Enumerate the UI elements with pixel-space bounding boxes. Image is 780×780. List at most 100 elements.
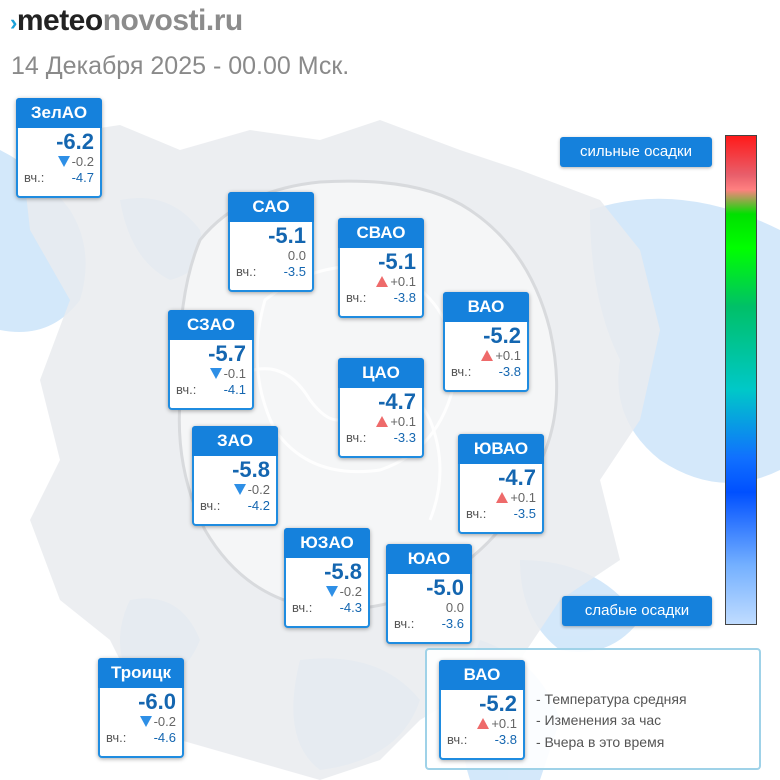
avg-temperature: -5.0 [426, 575, 464, 600]
yesterday-row: вч.: -4.3 [286, 600, 368, 616]
yesterday-temp: -4.2 [247, 498, 270, 513]
hourly-change-value: 0.0 [445, 600, 464, 615]
yesterday-label: вч.: [292, 600, 313, 615]
legend-line-avg-temp: - Температура средняя [536, 691, 687, 707]
hourly-change: +0.1 [445, 348, 527, 363]
district-card-szao[interactable]: СЗАО -5.7 -0.1 вч.: -4.1 [168, 310, 254, 410]
yesterday-row: вч.: -4.1 [170, 382, 252, 398]
district-name: Троицк [98, 658, 184, 688]
trend-up-icon [376, 416, 389, 427]
yesterday-label: вч.: [106, 730, 127, 745]
hourly-change-value: -0.2 [247, 482, 270, 497]
hourly-change: +0.1 [441, 716, 523, 731]
trend-down-icon [209, 368, 222, 379]
hourly-change-value: +0.1 [495, 348, 521, 363]
hourly-change-value: 0.0 [287, 248, 306, 263]
district-name: ЗАО [192, 426, 278, 456]
district-card-troitsk[interactable]: Троицк -6.0 -0.2 вч.: -4.6 [98, 658, 184, 758]
yesterday-row: вч.: -3.5 [230, 264, 312, 280]
hourly-change: +0.1 [340, 414, 422, 429]
yesterday-label: вч.: [451, 364, 472, 379]
yesterday-label: вч.: [200, 498, 221, 513]
district-name: ЗелАО [16, 98, 102, 128]
district-name: ЮЗАО [284, 528, 370, 558]
district-name: СЗАО [168, 310, 254, 340]
yesterday-row: вч.: -4.6 [100, 730, 182, 746]
district-card-yuvao[interactable]: ЮВАО -4.7 +0.1 вч.: -3.5 [458, 434, 544, 534]
trend-up-icon [496, 492, 509, 503]
hourly-change-value: -0.2 [339, 584, 362, 599]
yesterday-temp: -4.3 [339, 600, 362, 615]
avg-temperature: -5.1 [378, 249, 416, 274]
avg-temperature: -4.7 [378, 389, 416, 414]
district-name: ВАО [443, 292, 529, 322]
avg-temperature: -5.2 [479, 691, 517, 716]
weak-precip-label: слабые осадки [562, 596, 712, 626]
legend-line-hourly-change: - Изменения за час [536, 712, 662, 728]
yesterday-temp: -4.6 [153, 730, 176, 745]
district-card-zao[interactable]: ЗАО -5.8 -0.2 вч.: -4.2 [192, 426, 278, 526]
yesterday-temp: -3.3 [393, 430, 416, 445]
district-name: ЦАО [338, 358, 424, 388]
avg-temperature: -4.7 [498, 465, 536, 490]
yesterday-temp: -3.5 [513, 506, 536, 521]
hourly-change: -0.2 [194, 482, 276, 497]
hourly-change: 0.0 [230, 248, 312, 263]
avg-temperature: -6.2 [56, 129, 94, 154]
hourly-change: -0.2 [18, 154, 100, 169]
yesterday-row: вч.: -4.2 [194, 498, 276, 514]
yesterday-row: вч.: -3.5 [460, 506, 542, 522]
district-card-vao[interactable]: ВАО -5.2 +0.1 вч.: -3.8 [443, 292, 529, 392]
district-card-svao[interactable]: СВАО -5.1 +0.1 вч.: -3.8 [338, 218, 424, 318]
yesterday-temp: -3.8 [498, 364, 521, 379]
yesterday-temp: -3.8 [393, 290, 416, 305]
yesterday-label: вч.: [447, 732, 468, 747]
trend-down-icon [139, 716, 152, 727]
yesterday-temp: -4.1 [223, 382, 246, 397]
yesterday-label: вч.: [236, 264, 257, 279]
yesterday-row: вч.: -3.8 [445, 364, 527, 380]
trend-down-icon [325, 586, 338, 597]
avg-temperature: -5.2 [483, 323, 521, 348]
logo-suffix: novosti.ru [102, 4, 244, 37]
hourly-change: +0.1 [460, 490, 542, 505]
site-logo[interactable]: ›meteonovosti.ru [10, 4, 243, 38]
hourly-change-value: +0.1 [510, 490, 536, 505]
yesterday-label: вч.: [24, 170, 45, 185]
hourly-change-value: +0.1 [390, 414, 416, 429]
trend-up-icon [481, 350, 494, 361]
strong-precip-label: сильные осадки [560, 137, 712, 167]
district-card-tsao[interactable]: ЦАО -4.7 +0.1 вч.: -3.3 [338, 358, 424, 458]
district-name: ЮВАО [458, 434, 544, 464]
district-card-sao[interactable]: САО -5.1 0.0 вч.: -3.5 [228, 192, 314, 292]
trend-down-icon [233, 484, 246, 495]
hourly-change: -0.2 [100, 714, 182, 729]
trend-down-icon [57, 156, 70, 167]
yesterday-label: вч.: [346, 430, 367, 445]
avg-temperature: -5.7 [208, 341, 246, 366]
logo-prefix: meteo [16, 4, 103, 37]
district-card-yuao[interactable]: ЮАО -5.0 0.0 вч.: -3.6 [386, 544, 472, 644]
avg-temperature: -5.8 [324, 559, 362, 584]
yesterday-row: вч.: -3.8 [340, 290, 422, 306]
district-card-legend-sample[interactable]: ВАО -5.2 +0.1 вч.: -3.8 [439, 660, 525, 760]
avg-temperature: -5.1 [268, 223, 306, 248]
yesterday-temp: -3.8 [494, 732, 517, 747]
hourly-change-value: +0.1 [390, 274, 416, 289]
district-name: САО [228, 192, 314, 222]
forecast-datetime: 14 Декабря 2025 - 00.00 Мск. [11, 52, 350, 80]
hourly-change-value: -0.1 [223, 366, 246, 381]
yesterday-label: вч.: [466, 506, 487, 521]
hourly-change: +0.1 [340, 274, 422, 289]
district-name: ВАО [439, 660, 525, 690]
yesterday-label: вч.: [346, 290, 367, 305]
yesterday-row: вч.: -4.7 [18, 170, 100, 186]
hourly-change: -0.1 [170, 366, 252, 381]
yesterday-row: вч.: -3.6 [388, 616, 470, 632]
district-card-zelao[interactable]: ЗелАО -6.2 -0.2 вч.: -4.7 [16, 98, 102, 198]
hourly-change-value: +0.1 [491, 716, 517, 731]
district-card-yuzao[interactable]: ЮЗАО -5.8 -0.2 вч.: -4.3 [284, 528, 370, 628]
yesterday-row: вч.: -3.3 [340, 430, 422, 446]
yesterday-row: вч.: -3.8 [441, 732, 523, 748]
trend-up-icon [477, 718, 490, 729]
